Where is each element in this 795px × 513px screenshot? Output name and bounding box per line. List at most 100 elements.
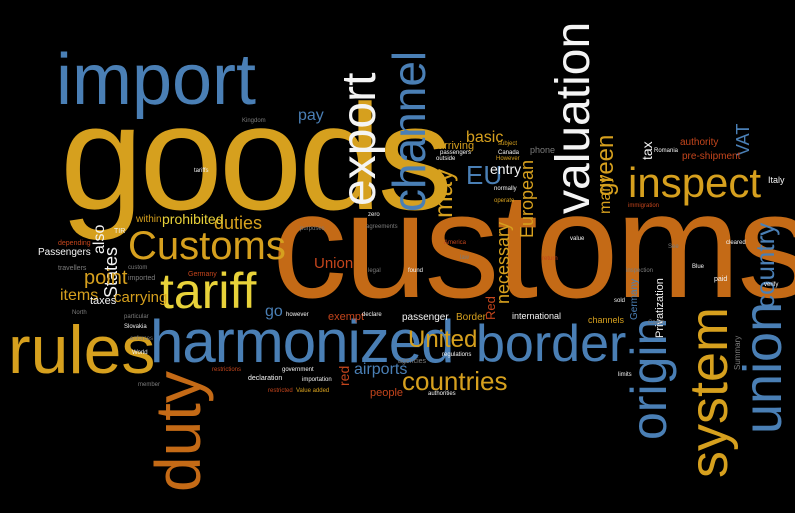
word-pre-shipment: pre-shipment	[682, 151, 741, 162]
word-particular: particular	[124, 314, 149, 320]
word-restrictions: restrictions	[212, 367, 242, 373]
word-items: items	[60, 287, 99, 304]
word-country: country	[750, 222, 780, 308]
word-regulations: regulations	[442, 352, 472, 358]
word-tariff: tariff	[160, 263, 257, 319]
word-tariffs: tariffs	[194, 168, 209, 174]
word-people: people	[370, 387, 404, 399]
word-Border: Border	[456, 312, 487, 323]
word-inspect: inspect	[628, 159, 762, 206]
word-found: found	[408, 268, 424, 274]
word-value: value	[570, 236, 585, 242]
word-legal: legal	[368, 268, 381, 274]
word-may: may	[428, 168, 458, 218]
word-agencies: agencies	[398, 358, 427, 365]
word-red: red	[336, 365, 352, 386]
word-prohibited: prohibited	[162, 211, 224, 227]
word-channels: channels	[588, 315, 625, 325]
word-point: point	[84, 267, 128, 289]
word-Slovakia: Slovakia	[124, 324, 147, 330]
word-member: member	[138, 382, 161, 388]
word-imported: imported	[128, 275, 156, 282]
word-Passengers: Passengers	[38, 247, 91, 258]
word-also: also	[91, 224, 108, 254]
word-cleared: cleared	[726, 240, 746, 246]
word-custom: custom	[128, 265, 148, 271]
word-Kingdom: Kingdom	[242, 118, 266, 124]
word-sold: sold	[614, 298, 626, 304]
word-law: law	[460, 255, 470, 261]
word-rules: rules	[8, 312, 156, 388]
word-basic: basic	[466, 129, 504, 146]
word-enforces: enforces	[130, 336, 154, 342]
word-paid: paid	[714, 276, 728, 283]
word-importation: importation	[302, 377, 332, 383]
word-Czech: Czech	[648, 320, 666, 326]
word-Germany-v: Germany	[629, 278, 640, 320]
word-verify: verify	[764, 282, 779, 288]
word-declaration: declaration	[248, 375, 283, 382]
word-zero: zero	[368, 212, 380, 218]
word-system: system	[679, 306, 739, 478]
word-union: union	[733, 301, 793, 434]
word-authorities: authorities	[428, 391, 456, 397]
word-duty: duty	[142, 371, 214, 492]
word-harmonized: harmonized	[150, 308, 455, 375]
word-Summary: Summary	[733, 335, 742, 370]
word-World: World	[132, 350, 148, 356]
word-Germany: Germany	[188, 271, 217, 278]
word-international: international	[512, 311, 562, 321]
word-customs: customs	[272, 161, 795, 329]
word-See: See	[668, 244, 679, 250]
word-depending: depending	[58, 240, 91, 247]
word-entry: entry	[490, 161, 522, 177]
word-authority: authority	[680, 137, 719, 148]
word-However: However	[496, 156, 520, 162]
word-countries: countries	[402, 366, 508, 396]
word-normally: normally	[494, 186, 517, 192]
word-duties: duties	[214, 213, 263, 233]
word-declare: declare	[362, 312, 382, 318]
word-valuation: valuation	[547, 21, 600, 214]
word-government: government	[282, 367, 314, 373]
word-border: border	[476, 315, 627, 373]
word-origin: origin	[621, 317, 677, 440]
word-import: import	[56, 40, 257, 120]
word-export: export	[333, 72, 386, 206]
word-Blue: Blue	[692, 264, 705, 270]
word-carrying: carrying	[114, 289, 168, 306]
word-subject: subject	[498, 141, 518, 147]
word-Privatization: Privatization	[654, 278, 666, 338]
word-phone: phone	[530, 145, 556, 155]
word-agreements: agreements	[366, 224, 398, 230]
word-channel: channel	[383, 50, 435, 212]
word-goods: goods	[60, 73, 453, 241]
word-North: North	[72, 310, 87, 316]
word-TIR: TIR	[114, 228, 126, 235]
word-however: however	[286, 312, 309, 318]
word-tax: tax	[639, 141, 655, 160]
word-inspection: inspection	[626, 268, 654, 274]
word-purposes: purposes	[300, 226, 325, 232]
word-Canada: Canada	[498, 150, 520, 156]
word-Italy: Italy	[768, 175, 785, 185]
word-America: America	[444, 240, 467, 246]
word-many: many	[597, 174, 614, 214]
word-passenger: passenger	[402, 312, 449, 323]
word-exempt: exempt	[328, 311, 365, 323]
word-airports: airports	[354, 361, 408, 378]
word-go: go	[265, 303, 283, 320]
word-taxes: taxes	[90, 295, 117, 307]
word-outside: outside	[436, 156, 456, 162]
word-necessary: necessary	[493, 221, 513, 304]
word-within: within	[136, 214, 162, 225]
word-travellers: travellers	[58, 265, 87, 272]
word-EU: EU	[466, 160, 503, 190]
word-arriving: arriving	[438, 140, 475, 152]
word-operate: operate	[494, 198, 515, 204]
word-Romania: Romania	[654, 148, 679, 154]
word-Union: Union	[314, 255, 354, 272]
word-pay: pay	[298, 107, 324, 124]
word-United: United	[408, 326, 478, 353]
